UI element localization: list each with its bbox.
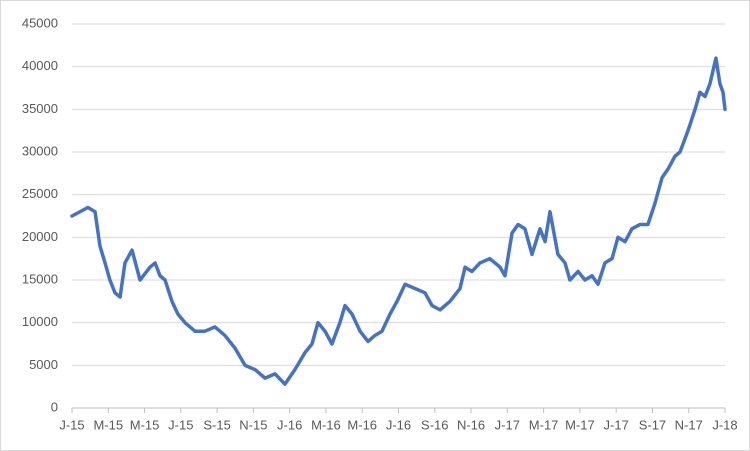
x-tick-label: M-16 (311, 417, 341, 432)
x-tick-label: J-18 (712, 417, 737, 432)
x-tick-label: J-16 (277, 417, 302, 432)
x-tick-label: J-17 (604, 417, 629, 432)
x-tick-label: M-17 (565, 417, 595, 432)
x-tick-label: M-16 (347, 417, 377, 432)
x-tick-label: N-16 (457, 417, 485, 432)
y-tick-label: 35000 (22, 101, 58, 116)
x-tick-label: J-16 (386, 417, 411, 432)
x-tick-label: S-15 (203, 417, 230, 432)
y-tick-label: 20000 (22, 229, 58, 244)
y-tick-label: 40000 (22, 58, 58, 73)
x-tick-label: N-15 (239, 417, 267, 432)
x-tick-label: M-15 (93, 417, 123, 432)
y-tick-label: 45000 (22, 15, 58, 30)
y-tick-label: 25000 (22, 186, 58, 201)
y-tick-label: 0 (51, 399, 58, 414)
x-tick-label: N-17 (675, 417, 703, 432)
x-tick-label: J-17 (495, 417, 520, 432)
x-tick-label: J-15 (168, 417, 193, 432)
x-tick-label: S-16 (421, 417, 448, 432)
y-tick-label: 5000 (29, 357, 58, 372)
data-line (70, 56, 727, 386)
x-tick-label: M-15 (130, 417, 160, 432)
y-tick-label: 15000 (22, 271, 58, 286)
x-tick-label: M-17 (529, 417, 559, 432)
x-tick-label: J-15 (59, 417, 84, 432)
y-tick-label: 10000 (22, 314, 58, 329)
y-tick-label: 30000 (22, 143, 58, 158)
x-tick-label: S-17 (639, 417, 666, 432)
